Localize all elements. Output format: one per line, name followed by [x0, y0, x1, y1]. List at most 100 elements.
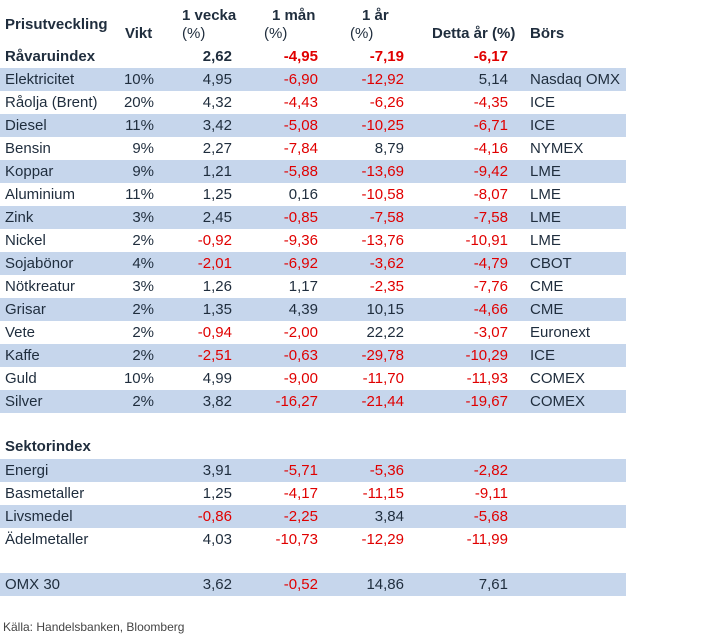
- header-bors: Börs: [530, 25, 565, 42]
- exchange: COMEX: [530, 370, 586, 387]
- value-1y: -13,69: [361, 163, 404, 180]
- table-row: Råolja (Brent) 20% 4,32 -4,43 -6,26 -4,35 ICE: [0, 91, 626, 114]
- value-ytd: -9,42: [473, 163, 508, 180]
- exchange: CME: [530, 278, 564, 295]
- value-1y: -5,36: [369, 462, 404, 479]
- row-name: Grisar: [5, 301, 46, 318]
- value-ytd: -10,91: [465, 232, 508, 249]
- value-ytd: -6,71: [473, 117, 508, 134]
- row-name: OMX 30: [5, 576, 61, 593]
- value-1m: -2,25: [283, 508, 318, 525]
- weight: 11%: [125, 117, 154, 134]
- row-name: Silver: [5, 393, 43, 410]
- row-name: Kaffe: [5, 347, 40, 364]
- row-name: Nötkreatur: [5, 278, 76, 295]
- value-1y: -7,58: [369, 209, 404, 226]
- value-1y: -11,15: [362, 485, 404, 502]
- value-ytd: -8,07: [473, 186, 508, 203]
- value-1y: 14,86: [366, 576, 404, 593]
- exchange: Nasdaq OMX: [530, 71, 621, 88]
- table-row: Grisar 2% 1,35 4,39 10,15 -4,66 CME: [0, 298, 626, 321]
- exchange: ICE: [530, 347, 556, 364]
- header-1-vecka-unit: (%): [182, 25, 206, 42]
- value-1m: 0,16: [288, 186, 318, 203]
- value-ytd: -6,17: [473, 48, 508, 65]
- row-name: Basmetaller: [5, 485, 85, 502]
- header-1-ar: 1 år: [362, 7, 389, 24]
- table-row: Bensin 9% 2,27 -7,84 8,79 -4,16 NYMEX: [0, 137, 626, 160]
- value-1m: -6,90: [283, 71, 318, 88]
- value-ytd: -4,35: [473, 94, 508, 111]
- weight: 11%: [125, 186, 154, 203]
- value-ytd: 7,61: [478, 576, 508, 593]
- row-name: Guld: [5, 370, 37, 387]
- header-1-vecka: 1 vecka: [182, 7, 237, 24]
- table-row: Basmetaller 1,25 -4,17 -11,15 -9,11: [0, 482, 626, 505]
- value-1y: -12,92: [361, 71, 404, 88]
- exchange: Euronext: [530, 324, 591, 341]
- value-1m: -4,43: [283, 94, 318, 111]
- value-ytd: -19,67: [465, 393, 508, 410]
- weight: 9%: [132, 163, 154, 180]
- value-ytd: -4,66: [473, 301, 508, 318]
- value-1m: -4,17: [283, 485, 318, 502]
- value-1w: 3,82: [202, 393, 232, 410]
- sektorindex-title: Sektorindex: [5, 438, 91, 455]
- value-1m: -9,00: [283, 370, 318, 387]
- table-row: Koppar 9% 1,21 -5,88 -13,69 -9,42 LME: [0, 160, 626, 183]
- row-name: Aluminium: [5, 186, 76, 203]
- value-1w: 1,25: [202, 485, 232, 502]
- row-name: Ädelmetaller: [5, 531, 89, 548]
- row-name: Energi: [5, 462, 49, 479]
- value-1y: -7,19: [369, 48, 404, 65]
- value-1w: 1,21: [202, 163, 232, 180]
- value-1m: -5,88: [283, 163, 318, 180]
- value-1w: -2,51: [197, 347, 232, 364]
- weight: 10%: [123, 71, 154, 88]
- row-name: Nickel: [5, 232, 46, 249]
- table-row: Diesel 11% 3,42 -5,08 -10,25 -6,71 ICE: [0, 114, 626, 137]
- table-row: Ädelmetaller 4,03 -10,73 -12,29 -11,99: [0, 528, 626, 551]
- value-ytd: -9,11: [474, 485, 508, 502]
- value-ytd: -5,68: [473, 508, 508, 525]
- value-1w: -2,01: [197, 255, 232, 272]
- row-name: Vete: [5, 324, 36, 341]
- table-row: Nötkreatur 3% 1,26 1,17 -2,35 -7,76 CME: [0, 275, 626, 298]
- table-row: Energi 3,91 -5,71 -5,36 -2,82: [0, 459, 626, 482]
- exchange: LME: [530, 186, 561, 203]
- table-row: Nickel 2% -0,92 -9,36 -13,76 -10,91 LME: [0, 229, 626, 252]
- value-1y: 8,79: [374, 140, 404, 157]
- value-1w: 1,25: [202, 186, 232, 203]
- header-vikt: Vikt: [125, 25, 153, 42]
- value-1w: 3,62: [202, 576, 232, 593]
- value-1m: -0,63: [283, 347, 318, 364]
- value-1w: 1,35: [202, 301, 232, 318]
- value-1m: -16,27: [275, 393, 318, 410]
- weight: 2%: [132, 232, 154, 249]
- value-1w: -0,92: [197, 232, 232, 249]
- value-1m: 1,17: [288, 278, 318, 295]
- table-row: Kaffe 2% -2,51 -0,63 -29,78 -10,29 ICE: [0, 344, 626, 367]
- ravaruindex-row: Råvaruindex 2,62 -4,95 -7,19 -6,17: [0, 45, 626, 68]
- weight: 10%: [123, 370, 154, 387]
- value-1m: -9,36: [283, 232, 318, 249]
- weight: 3%: [132, 209, 154, 226]
- exchange: CME: [530, 301, 564, 318]
- table-row: Sojabönor 4% -2,01 -6,92 -3,62 -4,79 CBOT: [0, 252, 626, 275]
- table-row: Elektricitet 10% 4,95 -6,90 -12,92 5,14 Nasdaq…: [0, 68, 626, 91]
- value-ytd: -7,76: [473, 278, 508, 295]
- value-1w: 4,99: [202, 370, 232, 387]
- value-1y: -11,70: [362, 370, 404, 387]
- value-1w: 3,42: [202, 117, 232, 134]
- value-1w: 4,32: [202, 94, 232, 111]
- exchange: LME: [530, 163, 561, 180]
- value-ytd: -2,82: [473, 462, 508, 479]
- value-1y: -3,62: [369, 255, 404, 272]
- weight: 9%: [132, 140, 154, 157]
- row-name: Bensin: [5, 140, 51, 157]
- source-note: Källa: Handelsbanken, Bloomberg: [3, 620, 185, 634]
- value-ytd: -7,58: [473, 209, 508, 226]
- weight: 4%: [132, 255, 154, 272]
- exchange: ICE: [530, 94, 556, 111]
